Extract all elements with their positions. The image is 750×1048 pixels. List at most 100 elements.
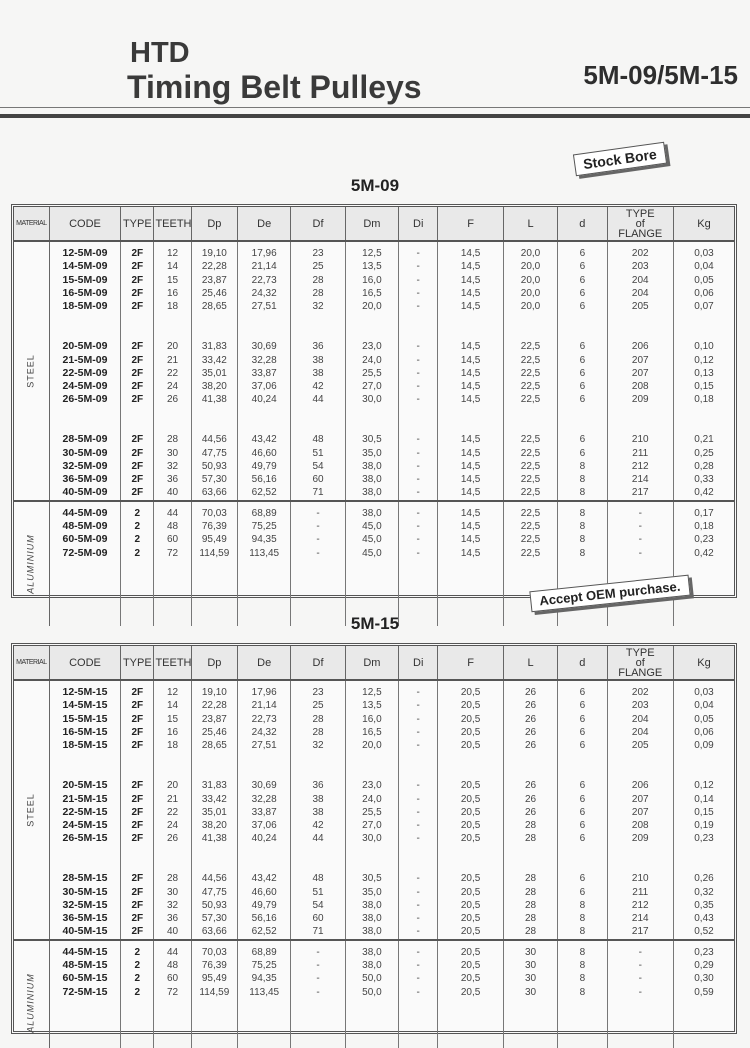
dp-cell: 63,66 [191,486,239,501]
code-cell: 12-5M-09 [49,247,122,261]
di-cell: - [398,366,439,380]
d-cell: 8 [557,925,608,940]
column-header: Dp [191,646,239,681]
flange-cell [607,499,674,507]
teeth-cell [153,1038,192,1048]
table-row: 14-5M-15 2F 14 22,28 21,14 25 13,5-20,5 26 6 203 0… [14,699,734,713]
df-cell: 23 [290,247,346,261]
dm-cell [345,419,400,434]
di-cell: - [398,872,439,886]
kg-cell [673,560,734,573]
f-cell: 14,5 [437,300,504,314]
l-cell: 28 [503,832,559,846]
teeth-cell: 48 [153,519,192,534]
column-header: F [437,646,504,681]
kg-cell [673,1025,734,1038]
f-cell: 20,5 [437,872,504,886]
f-cell: 20,5 [437,712,504,726]
type-cell [120,858,155,873]
df-cell [290,858,346,873]
flange-cell: 202 [607,247,674,261]
type-cell: 2F [120,832,155,846]
di-cell: - [398,818,439,833]
l-cell: 26 [503,725,559,740]
spacer-row [14,1038,734,1048]
dm-cell: 27,0 [345,818,400,833]
de-cell: 27,51 [237,300,292,314]
type-cell [120,326,155,341]
spacer-row [14,313,734,327]
dm-cell: 30,0 [345,393,400,407]
teeth-cell: 60 [153,533,192,547]
dp-cell [191,573,239,587]
di-cell: - [398,805,439,819]
f-cell: 20,5 [437,912,504,926]
di-cell: - [398,260,439,274]
f-cell: 14,5 [437,340,504,354]
f-cell [437,680,504,686]
dp-cell [191,765,239,780]
d-cell [557,845,608,859]
di-cell: - [398,340,439,354]
type-cell [120,752,155,766]
teeth-cell [153,241,192,247]
dp-cell: 19,10 [191,247,239,261]
l-cell: 28 [503,898,559,913]
column-header: F [437,207,504,242]
column-header: TYPE of FLANGE [607,207,674,242]
code-cell: 24-5M-15 [49,818,122,833]
de-cell [237,1012,292,1026]
table-row: 12-5M-09 2F 12 19,10 17,96 23 12,5-14,5 20,0 6 20… [14,247,734,261]
de-cell: 17,96 [237,247,292,261]
spacer-row [14,573,734,587]
type-cell [120,573,155,587]
teeth-cell: 72 [153,546,192,560]
teeth-cell: 72 [153,985,192,999]
df-cell: 23 [290,686,346,700]
dm-cell [345,680,400,686]
f-cell: 20,5 [437,725,504,740]
de-cell [237,326,292,341]
dm-cell: 20,0 [345,300,400,314]
f-cell: 14,5 [437,533,504,547]
di-cell [398,241,439,247]
dm-cell: 12,5 [345,686,400,700]
flange-cell [607,752,674,766]
code-cell [49,1025,122,1039]
di-cell [398,599,439,614]
code-cell [49,559,122,574]
divider-thick [0,114,750,118]
d-cell: 6 [557,792,608,806]
di-cell: - [398,779,439,793]
d-cell [557,1025,608,1039]
df-cell [290,938,346,946]
flange-cell: 210 [607,433,674,447]
table-row: 60-5M-15 2 60 95,49 94,35-50,0-20,5 30 8-0,30 [14,972,734,986]
f-cell: 20,5 [437,699,504,713]
teeth-cell: 24 [153,379,192,394]
de-cell [237,752,292,766]
teeth-cell: 12 [153,686,192,700]
d-cell: 6 [557,433,608,447]
type-cell: 2 [120,533,155,547]
code-cell [49,613,122,627]
df-cell: - [290,546,346,560]
teeth-cell [153,499,192,507]
kg-cell: 0,04 [694,700,714,712]
dp-cell: 76,39 [191,958,239,973]
table-row: 15-5M-15 2F 15 23,87 22,73 28 16,0-20,5 26 6 204 0… [14,712,734,726]
column-header: Dp [191,207,239,242]
df-cell: - [290,972,346,986]
code-cell: 40-5M-09 [49,486,122,501]
l-cell: 20,0 [503,286,559,301]
di-cell: - [398,273,439,287]
kg-cell: 0,15 [694,806,714,818]
type-cell [120,499,155,507]
teeth-cell [153,406,192,420]
type-cell [120,1025,155,1039]
table-row: 24-5M-15 2F 24 38,20 37,06 42 27,0-20,5 28 6 208 0… [14,818,734,833]
teeth-cell [153,326,192,341]
column-header: De [237,646,292,681]
dm-cell [345,499,400,507]
